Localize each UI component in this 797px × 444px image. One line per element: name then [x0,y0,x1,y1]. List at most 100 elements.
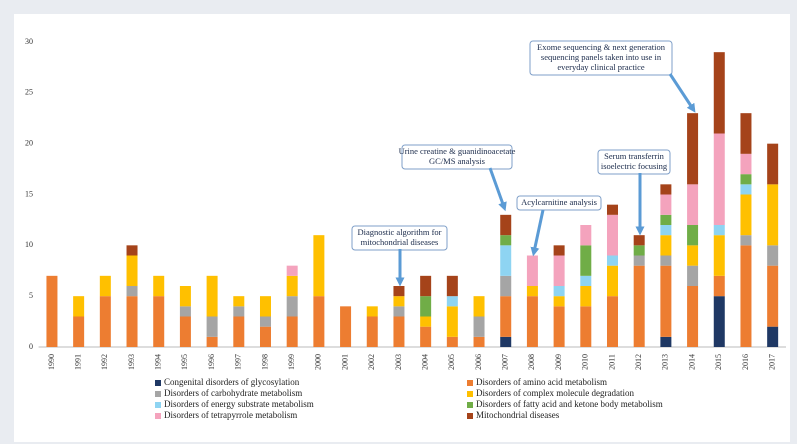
legend-swatch [155,391,161,397]
bar-segment [606,214,618,256]
x-tick-label: 1997 [234,354,243,370]
bar-segment [366,316,378,347]
x-tick-label: 1995 [180,354,189,370]
bar-segment [393,286,405,297]
bar-segment [393,306,405,317]
bar-segment [740,113,752,154]
legend-label: Disorders of tetrapyrrole metabolism [164,410,297,420]
bar-segment [660,336,672,347]
bar-segment [553,245,565,256]
annotation-box [516,195,602,211]
bar-segment [500,296,512,337]
annotation-text: Acylcarnitine analysis [521,197,597,207]
bar-segment [446,336,458,347]
legend-swatch [467,391,473,397]
bar-segment [313,296,325,347]
bar-segment [713,296,725,347]
legend-swatch [467,380,473,386]
x-tick-label: 2000 [314,354,323,370]
bar-segment [393,316,405,347]
bar-segment [126,245,138,256]
bar-segment [473,336,485,347]
legend-label: Disorders of energy substrate metabolism [164,399,314,409]
annotation-text: Serum transferrin [604,151,664,161]
bar-segment [687,113,699,185]
bar-segment [767,245,779,266]
bar-segment [500,245,512,276]
bar-segment [660,225,672,236]
bar-segment [713,225,725,236]
bar-segment [767,265,779,327]
legend-label: Disorders of fatty acid and ketone body … [476,399,663,409]
legend-swatch [155,413,161,419]
x-tick-label: 2014 [687,354,696,370]
x-tick-label: 2009 [554,354,563,370]
bar-segment [687,286,699,347]
x-tick-label: 1993 [127,354,136,370]
x-tick-label: 1992 [100,354,109,370]
bar-segment [179,316,191,347]
bar-segment [767,184,779,246]
bar-segment [126,286,138,297]
bar-segment [606,265,618,297]
x-tick-label: 2015 [714,354,723,370]
x-tick-label: 1999 [287,354,296,370]
y-tick-label: 25 [25,88,33,97]
bar-segment [259,296,271,317]
bar-segment [179,306,191,317]
bar-segment [660,184,672,195]
bar-segment [500,275,512,297]
bar-segment [580,306,592,347]
x-tick-label: 1994 [154,354,163,370]
y-tick-label: 20 [25,138,33,147]
bar-segment [553,306,565,347]
bar-segment [366,306,378,317]
bar-segment [713,133,725,225]
bar-segment [767,143,779,185]
legend-label: Disorders of carbohydrate metabolism [164,388,302,398]
bar-segment [233,296,245,307]
annotation-text: Urine creatine & guanidinoacetate [399,146,516,156]
bar-segment [233,316,245,347]
bar-segment [687,265,699,286]
x-tick-label: 2012 [634,354,643,370]
bar-segment [179,286,191,307]
annotation-text: everyday clinical practice [557,62,645,72]
x-tick-label: 2003 [394,354,403,370]
bar-segment [767,326,779,347]
bar-segment [73,316,85,347]
bar-segment [420,316,432,327]
bar-segment [580,245,592,276]
bar-segment [313,235,325,297]
legend-swatch [467,402,473,408]
bar-segment [606,296,618,347]
x-tick-label: 2006 [474,354,483,370]
legend-swatch [155,380,161,386]
bar-segment [740,174,752,185]
bar-segment [206,275,218,317]
bar-segment [46,275,58,347]
bar-segment [286,296,298,317]
bar-segment [206,316,218,337]
x-tick-label: 2004 [420,354,429,370]
bar-segment [340,306,352,347]
legend-swatch [467,413,473,419]
bar-segment [660,255,672,266]
bar-segment [153,275,165,297]
bar-segment [553,296,565,307]
annotation-text: Diagnostic algorithm for [357,227,441,237]
bar-segment [633,245,645,256]
bar-segment [633,235,645,246]
x-tick-label: 2013 [661,354,670,370]
bar-segment [713,235,725,276]
bar-segment [500,235,512,246]
bar-segment [126,296,138,347]
bar-segment [526,296,538,347]
bar-segment [286,265,298,276]
bar-segment [606,204,618,215]
bar-segment [259,316,271,327]
x-tick-label: 2016 [741,354,750,370]
bar-segment [687,184,699,225]
bar-segment [526,286,538,297]
